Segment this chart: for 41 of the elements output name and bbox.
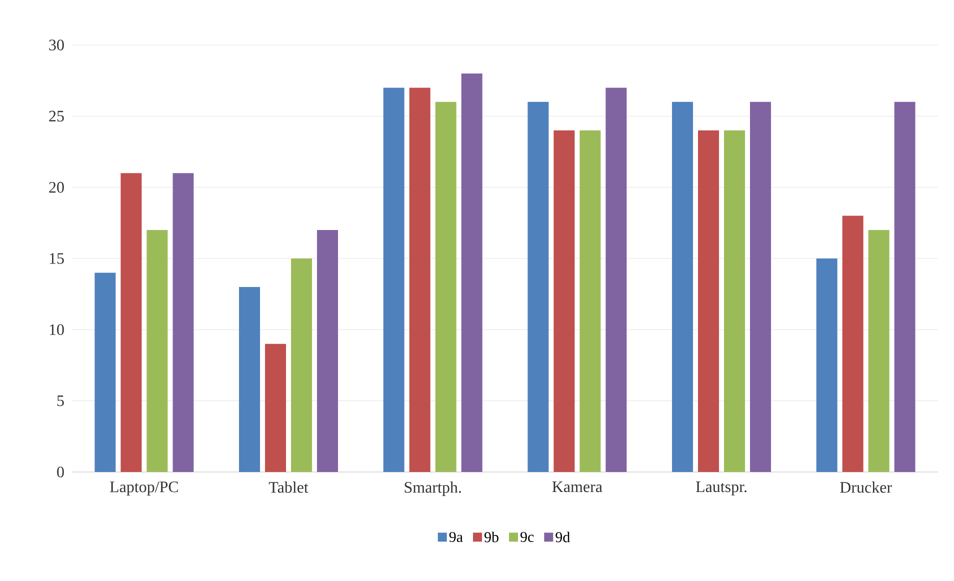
x-tick-label: Smartph.: [404, 482, 461, 496]
x-tick-label: Laptop/PC: [110, 482, 178, 496]
bar: [554, 130, 575, 472]
x-tick-label: Lautspr.: [696, 482, 746, 496]
y-tick-label: 10: [50, 324, 64, 336]
bar: [724, 130, 745, 472]
y-tick-label: 15: [50, 253, 64, 264]
bar: [816, 258, 838, 472]
y-tick-label: 20: [49, 182, 64, 193]
bar: [317, 230, 338, 472]
x-tick-label: Drucker: [840, 482, 892, 493]
bar: [606, 88, 627, 472]
x-tick-label: Tablet: [268, 482, 308, 493]
bar: [580, 130, 601, 472]
legend-label: 9b: [484, 532, 498, 542]
bar: [461, 73, 482, 472]
y-tick-label: 30: [49, 40, 64, 50]
bar: [94, 272, 116, 472]
bar: [894, 102, 916, 472]
y-tick-label: 0: [57, 466, 64, 478]
bar: [265, 344, 286, 472]
legend-label: 9d: [556, 532, 570, 542]
y-tick-label: 25: [49, 110, 64, 122]
bar: [435, 102, 456, 472]
bar: [291, 258, 312, 472]
bar: [239, 286, 260, 472]
bar: [528, 102, 549, 472]
bar: [750, 102, 771, 472]
y-tick-label: 5: [57, 396, 64, 406]
bar: [146, 230, 168, 472]
bar: [172, 173, 194, 472]
bar: [868, 230, 890, 472]
bar: [383, 88, 404, 472]
bar: [409, 88, 430, 472]
bar: [698, 130, 719, 472]
legend-label: 9a: [449, 532, 463, 542]
bar: [672, 102, 693, 472]
x-tick-label: Kamera: [552, 482, 602, 492]
bar: [842, 216, 864, 472]
legend-label: 9c: [520, 532, 534, 542]
bar: [120, 173, 142, 472]
